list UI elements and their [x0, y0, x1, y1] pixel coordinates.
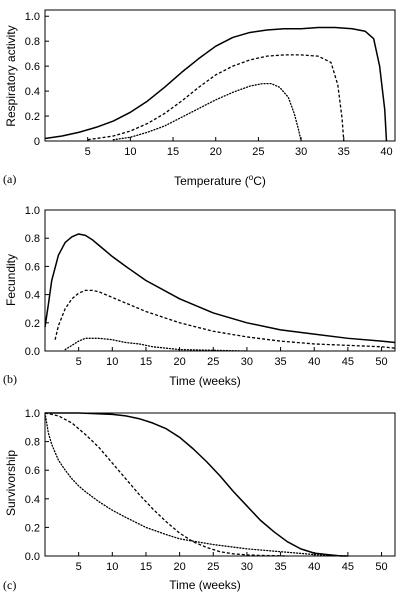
series-line-a-dotted — [112, 82, 302, 142]
plot-area-a — [44, 9, 396, 142]
y-tick-label-b-5: 1.0 — [25, 205, 40, 217]
x-tick-label-b-5: 5 — [76, 356, 82, 368]
y-tick-labels-a: 0 0.2 0.4 0.6 0.8 1.0 — [25, 11, 40, 148]
x-tick-label-c-5: 5 — [76, 561, 82, 573]
x-tick-label-b-30: 30 — [241, 356, 253, 368]
y-tick-label-b-3: 0.6 — [25, 261, 40, 273]
series-line-b-dashed — [54, 289, 396, 349]
y-tick-label-c-3: 0.6 — [25, 465, 40, 477]
x-axis-title-b: Time (weeks) — [169, 374, 241, 388]
y-tick-label-a-2: 0.4 — [25, 86, 40, 98]
x-axis-title-a-sup: o — [249, 173, 254, 182]
y-tick-label-b-4: 0.8 — [25, 233, 40, 245]
plot-frame-c — [44, 412, 396, 557]
x-tick-label-c-15: 15 — [140, 561, 152, 573]
x-tick-label-c-50: 50 — [375, 561, 387, 573]
x-tick-label-c-35: 35 — [274, 561, 286, 573]
panel-b: 5 10 15 20 25 30 35 40 45 50 0.0 0.2 0.4 0.6 0.8 1.0 F… — [3, 205, 396, 388]
y-tick-label-c-5: 1.0 — [25, 408, 40, 420]
panel-a: 5 10 15 20 25 30 35 40 0 0.2 0.4 0.6 0.8 1.0 Respira… — [3, 9, 396, 188]
y-tick-label-a-4: 0.8 — [25, 36, 40, 48]
y-axis-title-a: Respiratory activity — [4, 25, 18, 126]
x-tick-label-b-35: 35 — [274, 356, 286, 368]
y-tick-label-a-0: 0 — [34, 136, 40, 148]
y-tick-label-c-1: 0.2 — [25, 522, 40, 534]
series-line-a-solid — [44, 26, 388, 142]
y-tick-labels-b: 0.0 0.2 0.4 0.6 0.8 1.0 — [25, 205, 40, 358]
x-tick-label-b-10: 10 — [106, 356, 118, 368]
y-tick-label-c-0: 0.0 — [25, 551, 40, 563]
x-axis-title-a: Temperature (oC) — [174, 173, 266, 188]
plot-frame-a — [44, 9, 396, 142]
x-axis-title-a-main: Temperature ( — [174, 174, 249, 188]
x-tick-label-a-25: 25 — [252, 146, 264, 158]
y-tick-label-a-1: 0.2 — [25, 111, 40, 123]
x-tick-label-a-5: 5 — [85, 146, 91, 158]
series-line-c-dashed — [44, 412, 288, 557]
x-tick-label-b-40: 40 — [308, 356, 320, 368]
x-tick-label-c-20: 20 — [173, 561, 185, 573]
x-tick-label-a-40: 40 — [380, 146, 392, 158]
y-axis-title-b: Fecundity — [4, 254, 18, 306]
x-axis-title-a-tail: C) — [253, 174, 266, 188]
y-tick-label-c-4: 0.8 — [25, 437, 40, 449]
panel-c: 5 10 15 20 25 30 35 40 45 50 0.0 0.2 0.4 0.6 0.8 1.0 S… — [3, 408, 396, 592]
x-tick-labels-a: 5 10 15 20 25 30 35 40 — [85, 146, 393, 158]
series-line-c-dotted — [44, 412, 349, 557]
plot-area-c — [44, 412, 396, 557]
x-tick-label-a-30: 30 — [295, 146, 307, 158]
x-tick-label-a-10: 10 — [124, 146, 136, 158]
x-tick-label-b-50: 50 — [375, 356, 387, 368]
x-tick-labels-c: 5 10 15 20 25 30 35 40 45 50 — [76, 561, 388, 573]
series-line-b-dotted — [64, 337, 248, 352]
y-tick-label-a-5: 1.0 — [25, 11, 40, 23]
x-tick-label-c-25: 25 — [207, 561, 219, 573]
x-tick-label-b-25: 25 — [207, 356, 219, 368]
x-tick-label-c-10: 10 — [106, 561, 118, 573]
series-line-a-dashed — [87, 54, 345, 142]
y-tick-label-b-0: 0.0 — [25, 346, 40, 358]
plot-frame-b — [44, 209, 396, 352]
x-tick-label-b-45: 45 — [342, 356, 354, 368]
series-line-b-solid — [44, 233, 396, 344]
plot-area-b — [44, 209, 396, 352]
x-tick-label-b-15: 15 — [140, 356, 152, 368]
series-line-c-solid — [45, 412, 348, 557]
x-tick-label-b-20: 20 — [173, 356, 185, 368]
x-tick-label-c-45: 45 — [342, 561, 354, 573]
y-tick-label-c-2: 0.4 — [25, 494, 40, 506]
y-tick-label-a-3: 0.6 — [25, 61, 40, 73]
panel-label-c: (c) — [3, 578, 16, 592]
y-axis-title-c: Survivorship — [4, 450, 18, 516]
x-axis-title-c: Time (weeks) — [169, 578, 241, 592]
y-tick-labels-c: 0.0 0.2 0.4 0.6 0.8 1.0 — [25, 408, 40, 563]
x-tick-label-c-40: 40 — [308, 561, 320, 573]
x-tick-labels-b: 5 10 15 20 25 30 35 40 45 50 — [76, 356, 388, 368]
panel-label-b: (b) — [3, 372, 17, 386]
y-tick-label-b-2: 0.4 — [25, 290, 40, 302]
x-tick-label-a-35: 35 — [338, 146, 350, 158]
x-tick-label-a-15: 15 — [167, 146, 179, 158]
y-tick-label-b-1: 0.2 — [25, 318, 40, 330]
x-tick-label-a-20: 20 — [210, 146, 222, 158]
x-tick-label-c-30: 30 — [241, 561, 253, 573]
panel-label-a: (a) — [3, 172, 16, 186]
